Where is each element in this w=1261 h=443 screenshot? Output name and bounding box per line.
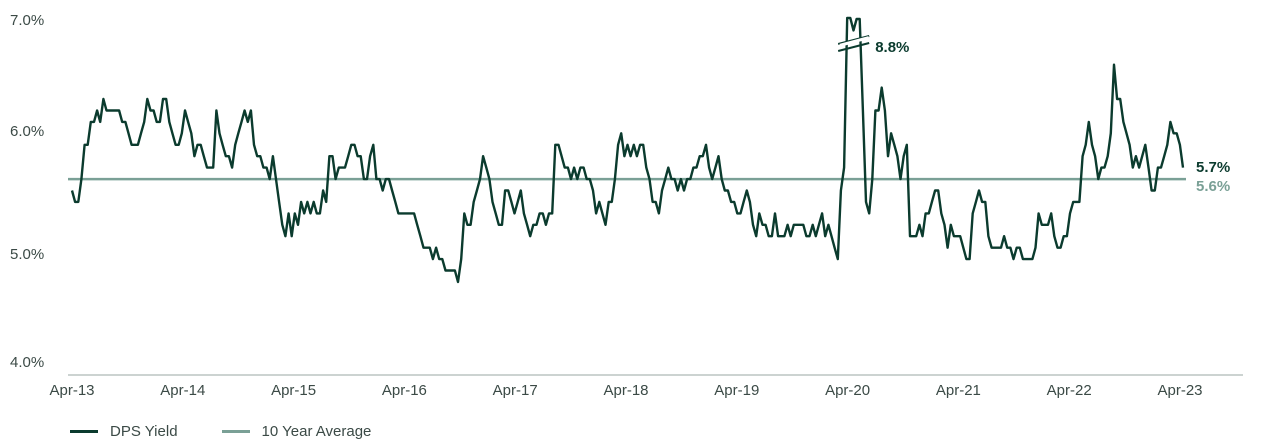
legend: DPS Yield 10 Year Average bbox=[70, 420, 415, 442]
legend-label: DPS Yield bbox=[110, 422, 178, 440]
x-tick-label: Apr-17 bbox=[493, 382, 538, 399]
x-tick-label: Apr-18 bbox=[603, 382, 648, 399]
x-tick-label: Apr-14 bbox=[160, 382, 205, 399]
x-tick-label: Apr-15 bbox=[271, 382, 316, 399]
y-tick-label: 4.0% bbox=[10, 354, 44, 371]
x-tick-label: Apr-13 bbox=[49, 382, 94, 399]
dps-yield-end-label: 5.7% bbox=[1196, 159, 1230, 176]
axis-break-slash bbox=[837, 42, 870, 52]
x-tick-label: Apr-16 bbox=[382, 382, 427, 399]
x-tick-label: Apr-22 bbox=[1047, 382, 1092, 399]
dps-yield-line bbox=[70, 16, 1185, 284]
legend-label: 10 Year Average bbox=[261, 422, 372, 440]
y-tick-label: 5.0% bbox=[10, 246, 44, 263]
x-axis-ticks: Apr-13 Apr-14 Apr-15 Apr-16 Apr-17 Apr-18 Apr-… bbox=[49, 382, 1202, 399]
y-axis-ticks: 4.0% 5.0% 6.0% 7.0% bbox=[10, 12, 44, 371]
legend-item-ten-year-average: 10 Year Average bbox=[221, 422, 372, 440]
axis-break-marks bbox=[837, 35, 870, 52]
legend-swatch-dps-yield bbox=[70, 429, 98, 433]
y-tick-label: 7.0% bbox=[10, 12, 44, 29]
x-tick-label: Apr-19 bbox=[714, 382, 759, 399]
x-tick-label: Apr-21 bbox=[936, 382, 981, 399]
axis-break-label: 8.8% bbox=[875, 39, 909, 56]
axis-break-gap bbox=[839, 36, 870, 47]
legend-item-dps-yield: DPS Yield bbox=[70, 423, 178, 440]
legend-swatch-ten-year-average bbox=[221, 429, 250, 433]
x-tick-label: Apr-23 bbox=[1157, 382, 1202, 399]
ten-year-average-end-label: 5.6% bbox=[1196, 178, 1230, 195]
x-tick-label: Apr-20 bbox=[825, 382, 870, 399]
y-tick-label: 6.0% bbox=[10, 123, 44, 140]
